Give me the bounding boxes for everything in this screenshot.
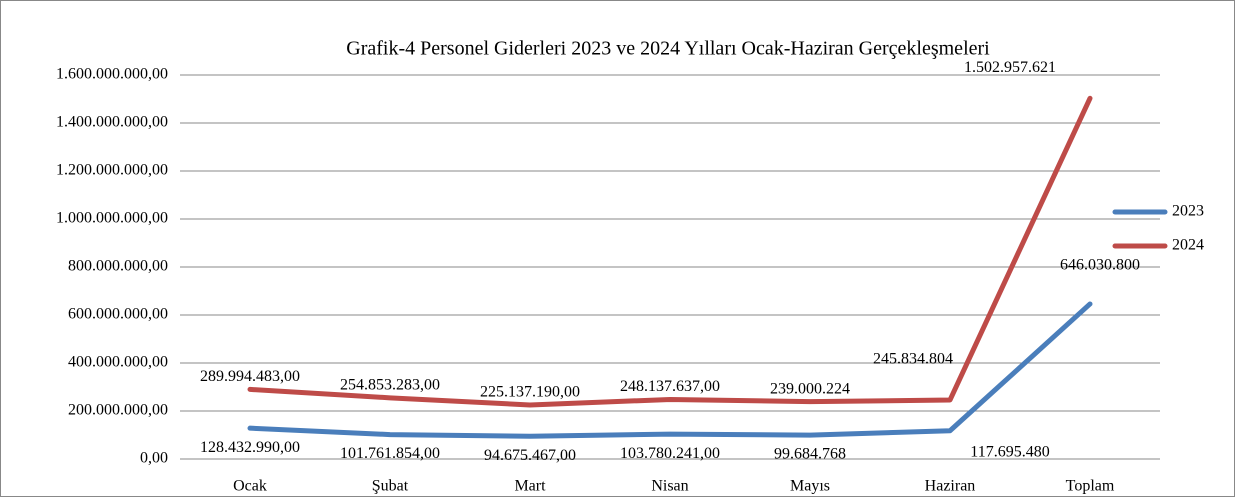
y-tick-label: 1.600.000.000,00 — [56, 66, 168, 83]
data-label: 245.834.804 — [873, 351, 953, 368]
data-label: 94.675.467,00 — [484, 447, 576, 464]
data-label: 225.137.190,00 — [480, 384, 580, 401]
data-label: 101.761.854,00 — [340, 445, 440, 462]
data-label: 254.853.283,00 — [340, 377, 440, 394]
data-label: 239.000.224 — [770, 380, 850, 397]
data-label: 646.030.800 — [1060, 257, 1140, 274]
data-label: 128.432.990,00 — [200, 439, 300, 456]
x-tick-label: Haziran — [925, 478, 976, 495]
y-tick-label: 1.400.000.000,00 — [56, 114, 168, 131]
data-label: 99.684.768 — [774, 446, 846, 463]
x-tick-label: Nisan — [651, 478, 688, 495]
legend-label: 2023 — [1172, 203, 1204, 220]
y-tick-label: 1.200.000.000,00 — [56, 162, 168, 179]
data-label: 289.994.483,00 — [200, 368, 300, 385]
data-label: 117.695.480 — [970, 443, 1049, 460]
series-line — [247, 301, 1093, 439]
y-tick-label: 1.000.000.000,00 — [56, 210, 168, 227]
x-tick-label: Şubat — [372, 478, 409, 495]
x-tick-label: Toplam — [1066, 478, 1115, 495]
data-label: 248.137.637,00 — [620, 378, 720, 395]
data-label: 1.502.957.621 — [964, 59, 1056, 76]
y-tick-label: 0,00 — [140, 450, 168, 467]
x-tick-label: Mayıs — [790, 478, 830, 495]
legend-label: 2024 — [1172, 237, 1204, 254]
series-line — [247, 95, 1093, 408]
y-tick-label: 400.000.000,00 — [68, 354, 168, 371]
y-tick-label: 200.000.000,00 — [68, 402, 168, 419]
y-tick-label: 600.000.000,00 — [68, 306, 168, 323]
x-tick-label: Mart — [514, 478, 546, 495]
y-tick-label: 800.000.000,00 — [68, 258, 168, 275]
data-label: 103.780.241,00 — [620, 445, 720, 462]
x-tick-label: Ocak — [233, 478, 267, 495]
chart-title: Grafik-4 Personel Giderleri 2023 ve 2024… — [346, 38, 990, 60]
